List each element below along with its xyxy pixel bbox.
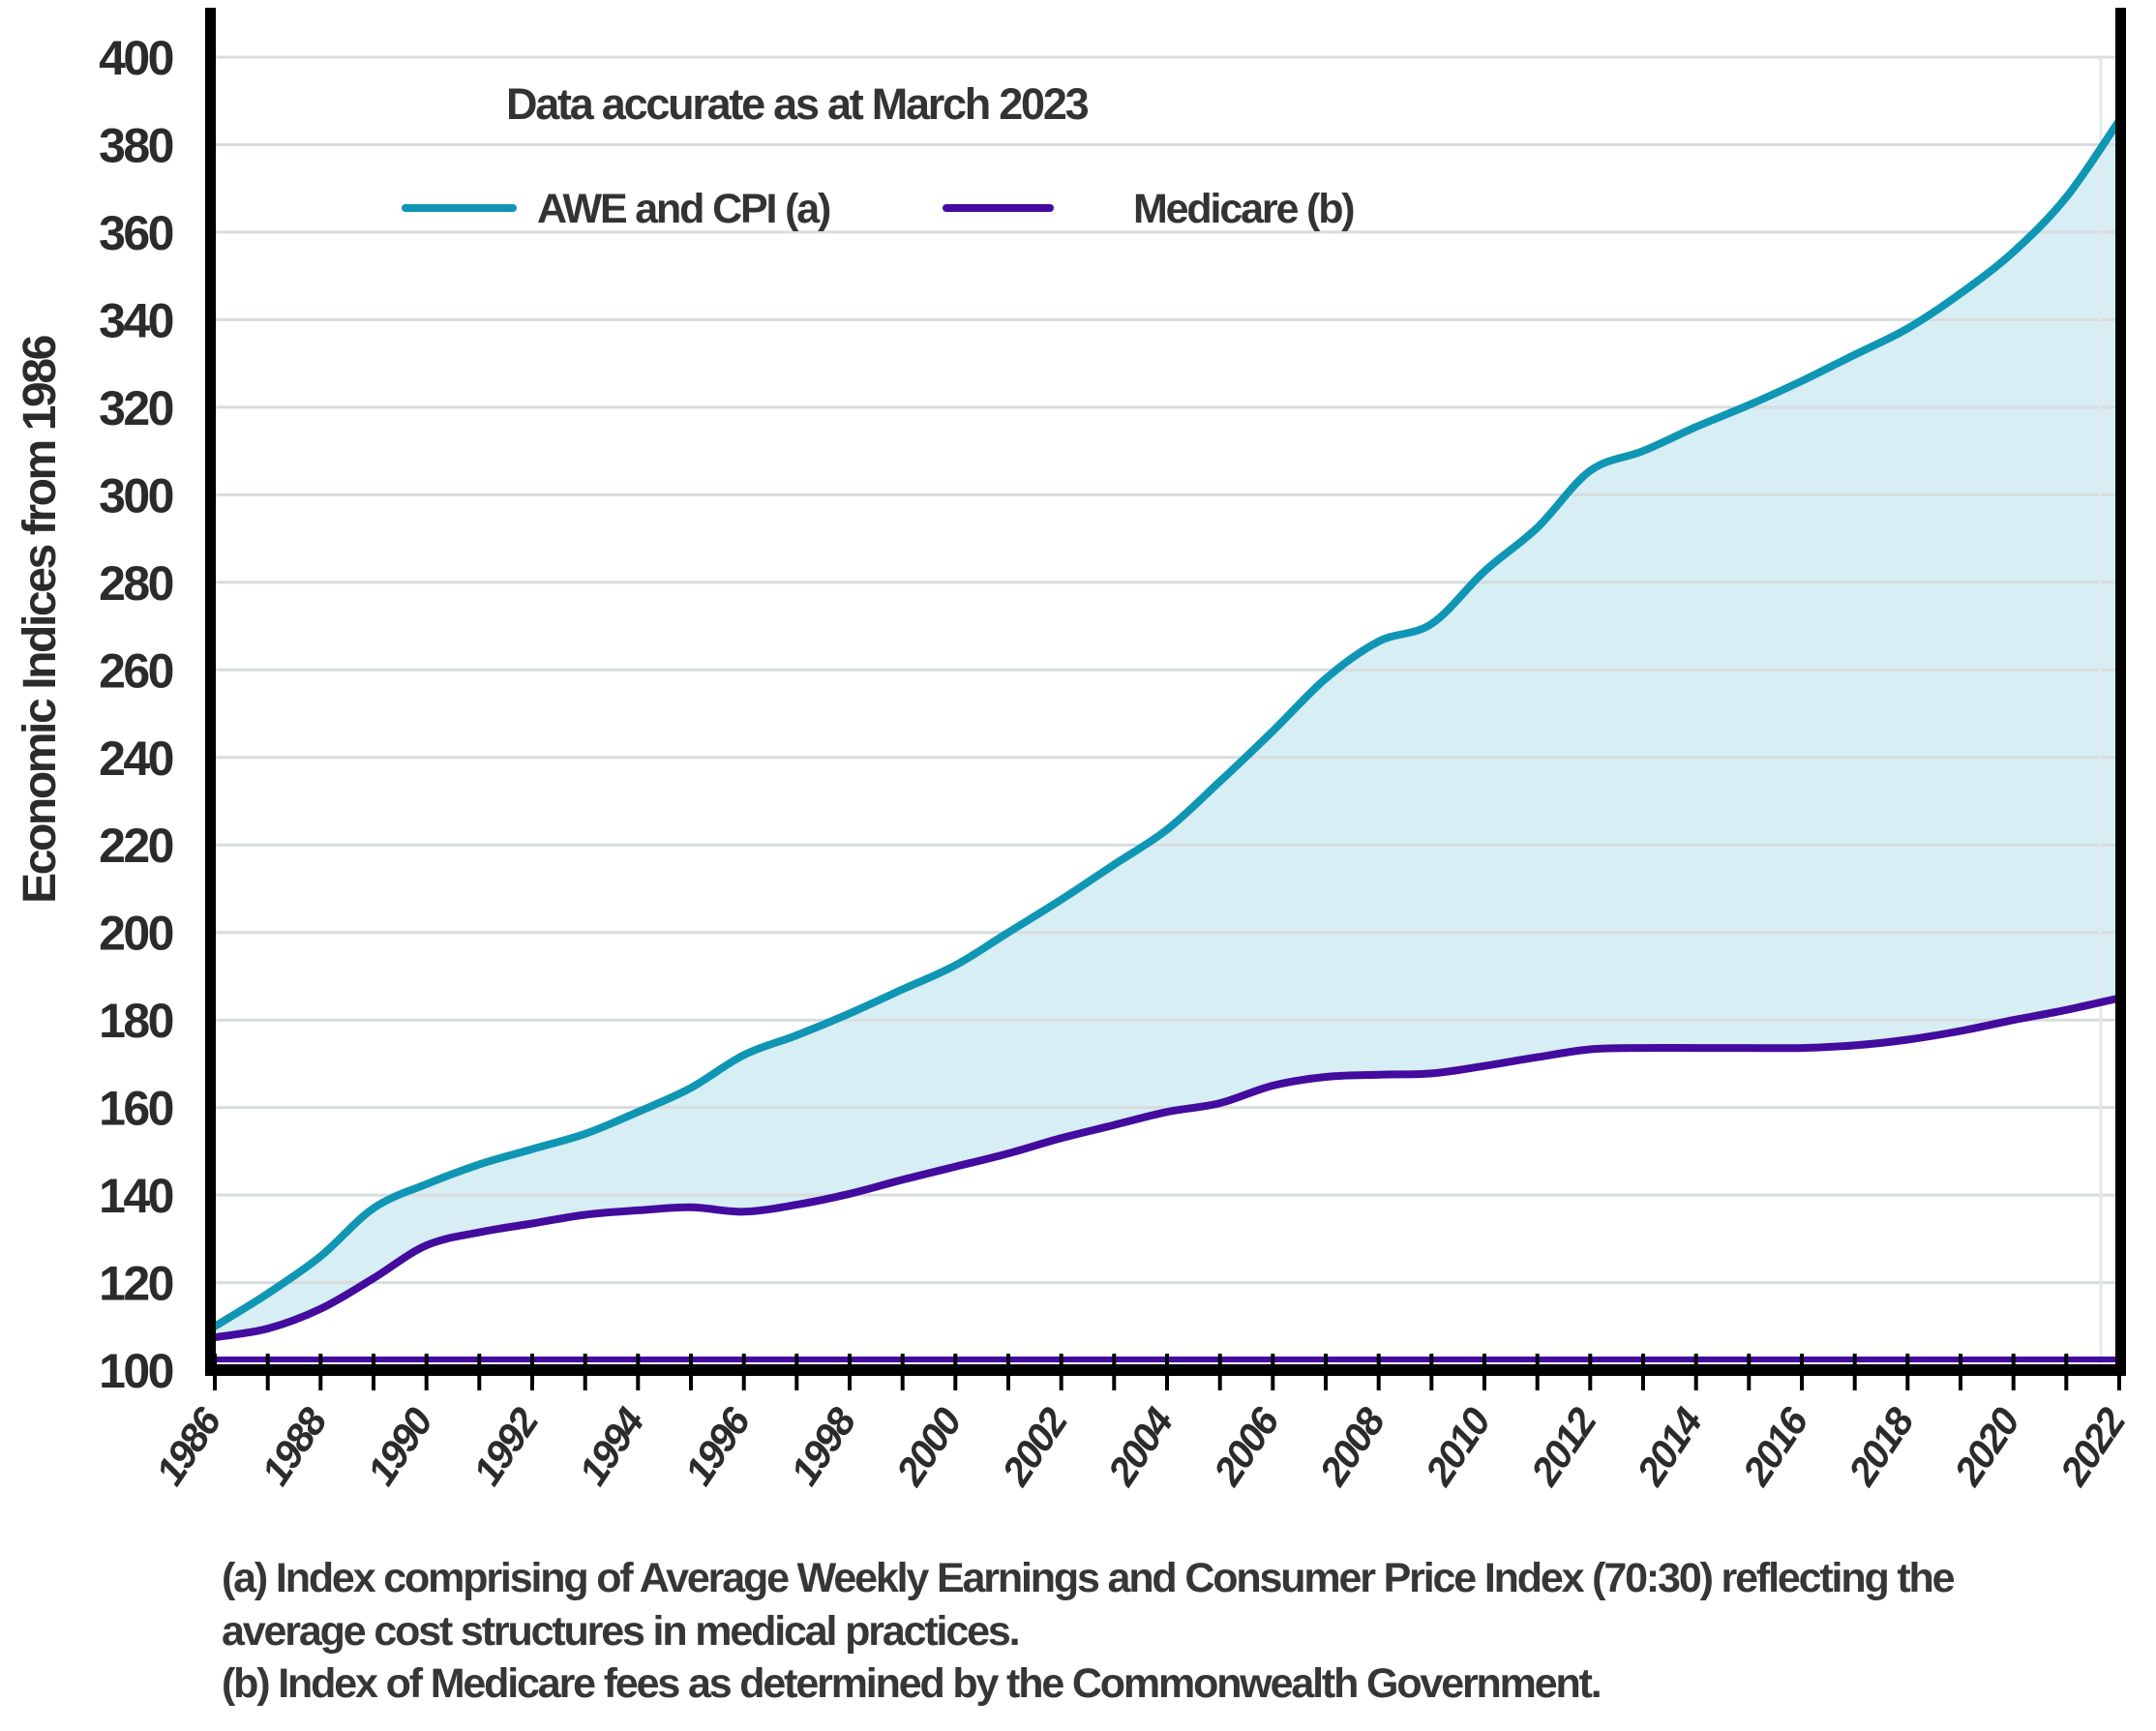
svg-text:AWE and CPI (a): AWE and CPI (a) xyxy=(537,186,830,232)
svg-text:2000: 2000 xyxy=(887,1399,971,1493)
svg-text:380: 380 xyxy=(99,119,173,173)
svg-text:2004: 2004 xyxy=(1098,1399,1182,1493)
svg-text:240: 240 xyxy=(99,731,173,786)
svg-text:Medicare (b): Medicare (b) xyxy=(1133,186,1354,232)
svg-text:2012: 2012 xyxy=(1522,1399,1605,1493)
svg-text:180: 180 xyxy=(99,994,173,1048)
svg-text:300: 300 xyxy=(99,468,173,522)
svg-text:2016: 2016 xyxy=(1733,1399,1817,1494)
svg-text:(b) Index of Medicare fees as: (b) Index of Medicare fees as determined… xyxy=(222,1660,1601,1707)
svg-text:2008: 2008 xyxy=(1310,1399,1393,1493)
svg-text:1998: 1998 xyxy=(782,1399,865,1492)
svg-text:260: 260 xyxy=(99,643,173,698)
svg-text:1988: 1988 xyxy=(253,1399,336,1492)
svg-text:average cost structures in med: average cost structures in medical pract… xyxy=(222,1608,1018,1655)
svg-text:160: 160 xyxy=(99,1082,173,1136)
svg-text:2018: 2018 xyxy=(1840,1399,1923,1493)
svg-text:220: 220 xyxy=(99,819,173,873)
svg-text:2010: 2010 xyxy=(1416,1399,1499,1493)
svg-text:1992: 1992 xyxy=(464,1399,548,1492)
svg-text:2006: 2006 xyxy=(1205,1399,1289,1494)
svg-text:400: 400 xyxy=(99,31,173,85)
svg-text:120: 120 xyxy=(99,1257,173,1311)
svg-text:200: 200 xyxy=(99,907,173,961)
svg-text:360: 360 xyxy=(99,206,173,260)
svg-text:1990: 1990 xyxy=(359,1399,442,1492)
svg-text:2022: 2022 xyxy=(2051,1399,2134,1493)
svg-text:1996: 1996 xyxy=(676,1399,760,1493)
svg-text:1986: 1986 xyxy=(147,1399,230,1493)
svg-text:280: 280 xyxy=(99,556,173,611)
svg-text:140: 140 xyxy=(99,1169,173,1223)
svg-text:320: 320 xyxy=(99,381,173,435)
svg-text:2020: 2020 xyxy=(1945,1399,2028,1493)
svg-text:1994: 1994 xyxy=(570,1399,653,1492)
svg-text:340: 340 xyxy=(99,293,173,347)
svg-text:(a) Index comprising of Averag: (a) Index comprising of Average Weekly E… xyxy=(222,1555,1955,1601)
svg-text:Data accurate as at March 2023: Data accurate as at March 2023 xyxy=(506,79,1089,129)
svg-text:Economic Indices from 1986: Economic Indices from 1986 xyxy=(15,336,66,904)
svg-text:2014: 2014 xyxy=(1628,1399,1711,1493)
svg-text:2002: 2002 xyxy=(993,1399,1076,1493)
svg-text:100: 100 xyxy=(99,1344,173,1398)
